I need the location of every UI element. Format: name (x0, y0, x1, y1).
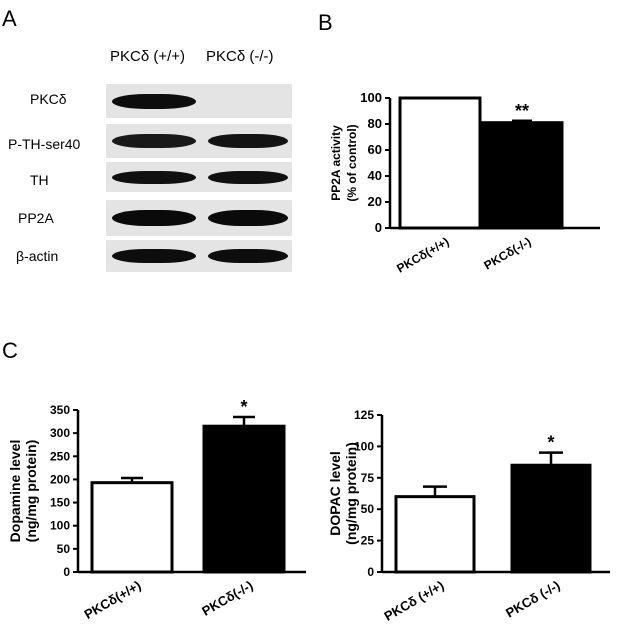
y-axis-label: PP2A activity (329, 125, 343, 201)
y-tick-label: 80 (368, 116, 382, 131)
y-tick-label: 60 (368, 142, 382, 157)
blot-band (112, 210, 196, 226)
y-tick-label: 300 (50, 426, 70, 440)
y-tick-label: 0 (375, 220, 382, 235)
bar (202, 424, 286, 574)
blot-row-label-actin: β-actin (16, 248, 59, 264)
significance-marker: * (547, 433, 554, 453)
blot-band (208, 170, 288, 184)
bar (510, 463, 592, 574)
dopamine-level-chart: 0 50 100 150 200 250 300 350 Dopamine level (ng/m… (7, 400, 306, 622)
y-tick-label: 100 (360, 90, 382, 105)
pp2a-activity-chart: 0 20 40 60 80 100 PP2A activity (% of control) P… (329, 90, 600, 276)
y-axis-label: Dopamine level (7, 440, 23, 543)
significance-marker: ** (515, 101, 529, 121)
category-label: PKCδ(+/+) (82, 578, 144, 622)
category-label: PKCδ(-/-) (199, 578, 255, 619)
bar (398, 96, 482, 230)
y-tick-label: 100 (354, 439, 374, 453)
blot-band (208, 249, 288, 263)
y-tick-label: 125 (354, 408, 374, 422)
y-tick-label: 20 (368, 194, 382, 209)
y-axis-label: (% of control) (345, 124, 359, 201)
blot-row-label-pp2a: PP2A (18, 210, 54, 226)
y-tick-label: 25 (361, 534, 375, 548)
y-tick-label: 250 (50, 449, 70, 463)
category-label: PKCδ(+/+) (394, 234, 451, 275)
y-tick-label: 100 (50, 519, 70, 533)
y-tick-label: 200 (50, 472, 70, 486)
y-axis-label: DOPAC level (327, 451, 343, 536)
bar (480, 121, 564, 230)
y-tick-label: 40 (368, 168, 382, 183)
y-axis-label: (ng/mg protein) (23, 440, 39, 543)
blot-band (112, 134, 196, 148)
panel-label-a: A (2, 6, 17, 31)
y-axis-label: (ng/mg protein) (343, 442, 359, 545)
blot-lane-header-wt: PKCδ (+/+) (110, 48, 186, 65)
blot-band (112, 170, 196, 184)
panel-label-b: B (318, 10, 333, 35)
significance-marker: * (240, 400, 247, 417)
blot-band (112, 93, 196, 109)
bar (394, 495, 476, 574)
category-label: PKCδ(-/-) (482, 234, 534, 272)
y-tick-label: 75 (361, 471, 375, 485)
blot-band (208, 210, 288, 226)
category-label: PKCδ (-/-) (503, 578, 562, 621)
bar (90, 481, 174, 574)
y-tick-label: 50 (57, 542, 71, 556)
blot-row-label-th: TH (30, 172, 49, 188)
blot-row-label-pth: P-TH-ser40 (8, 136, 81, 152)
dopac-level-chart: 0 25 50 75 100 125 DOPAC level (ng/mg protein) P… (327, 408, 610, 624)
blot-lane-header-ko: PKCδ (-/-) (206, 48, 274, 65)
category-label: PKCδ (+/+) (381, 578, 446, 624)
y-tick-label: 50 (361, 502, 375, 516)
y-tick-label: 0 (63, 565, 70, 579)
y-tick-label: 350 (50, 403, 70, 417)
y-tick-label: 150 (50, 496, 70, 510)
blot-band (112, 249, 196, 263)
blot-row-label-pkcd: PKCδ (30, 91, 67, 107)
y-tick-label: 0 (367, 565, 374, 579)
panel-label-c: C (2, 338, 18, 363)
blot-band (208, 134, 288, 148)
